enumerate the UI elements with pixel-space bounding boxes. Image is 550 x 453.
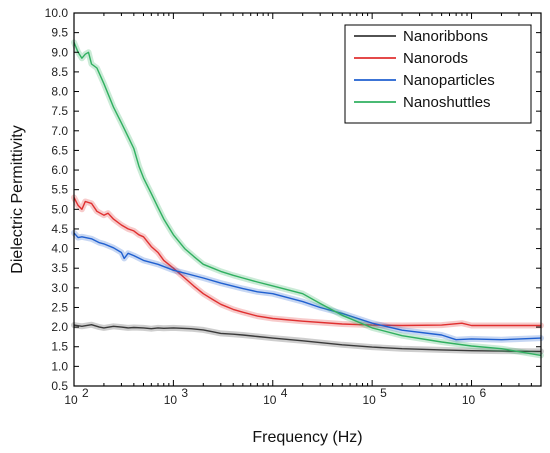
y-tick-label: 2.5 [51, 300, 68, 314]
y-tick-label: 9.5 [51, 26, 68, 40]
y-tick-label: 8.5 [51, 65, 68, 79]
x-tick-exponent: 6 [480, 386, 487, 400]
y-tick-label: 5.0 [51, 202, 68, 216]
x-tick-label: 10 [462, 393, 476, 407]
x-tick-label: 10 [164, 393, 178, 407]
x-tick-exponent: 5 [380, 386, 387, 400]
y-tick-label: 6.0 [51, 163, 68, 177]
x-tick-label: 10 [263, 393, 277, 407]
y-tick-label: 4.5 [51, 222, 68, 236]
y-tick-label: 1.5 [51, 340, 68, 354]
legend-box [344, 24, 532, 124]
y-tick-label: 3.0 [51, 281, 68, 295]
y-tick-label: 9.0 [51, 45, 68, 59]
y-axis-title: Dielectric Permittivity [9, 125, 26, 273]
y-tick-label: 7.5 [51, 104, 68, 118]
y-tick-label: 8.0 [51, 85, 68, 99]
y-tick-label: 7.0 [51, 124, 68, 138]
x-axis-title: Frequency (Hz) [252, 429, 362, 446]
x-tick-label: 10 [362, 393, 376, 407]
legend-label-nanoshuttles: Nanoshuttles [403, 94, 491, 111]
x-axis-ticks: 10 2 10 3 10 4 10 5 10 6 [64, 13, 542, 407]
series-layer [71, 39, 544, 359]
legend-label-nanoparticles: Nanoparticles [403, 72, 495, 89]
y-tick-label: 3.5 [51, 261, 68, 275]
y-tick-label: 2.0 [51, 320, 68, 334]
y-tick-label: 4.0 [51, 242, 68, 256]
x-tick-label: 10 [64, 393, 78, 407]
y-tick-label: 1.0 [51, 359, 68, 373]
series-line-nanoribbons [73, 324, 542, 353]
x-tick-exponent: 2 [82, 386, 89, 400]
series-line-nanoshuttles [73, 42, 542, 357]
x-tick-exponent: 4 [281, 386, 288, 400]
y-tick-label: 6.5 [51, 143, 68, 157]
legend-label-nanoribbons: Nanoribbons [403, 28, 488, 45]
legend-label-nanorods: Nanorods [403, 50, 468, 67]
y-axis-ticks: 0.5 1.0 1.5 2.0 2.5 3.0 3.5 4.0 4.5 5.0 5.5 6.0 6.5 7… [45, 6, 541, 393]
plot-frame [73, 12, 542, 387]
y-tick-label: 10.0 [45, 6, 69, 20]
series-line-nanorods [73, 197, 541, 327]
x-tick-exponent: 3 [181, 386, 188, 400]
y-tick-label: 0.5 [51, 379, 68, 393]
series-line-nanoparticles [73, 232, 542, 341]
y-tick-label: 5.5 [51, 183, 68, 197]
legend: Nanoribbons Nanorods Nanoparticles Nanoshut… [344, 24, 532, 124]
